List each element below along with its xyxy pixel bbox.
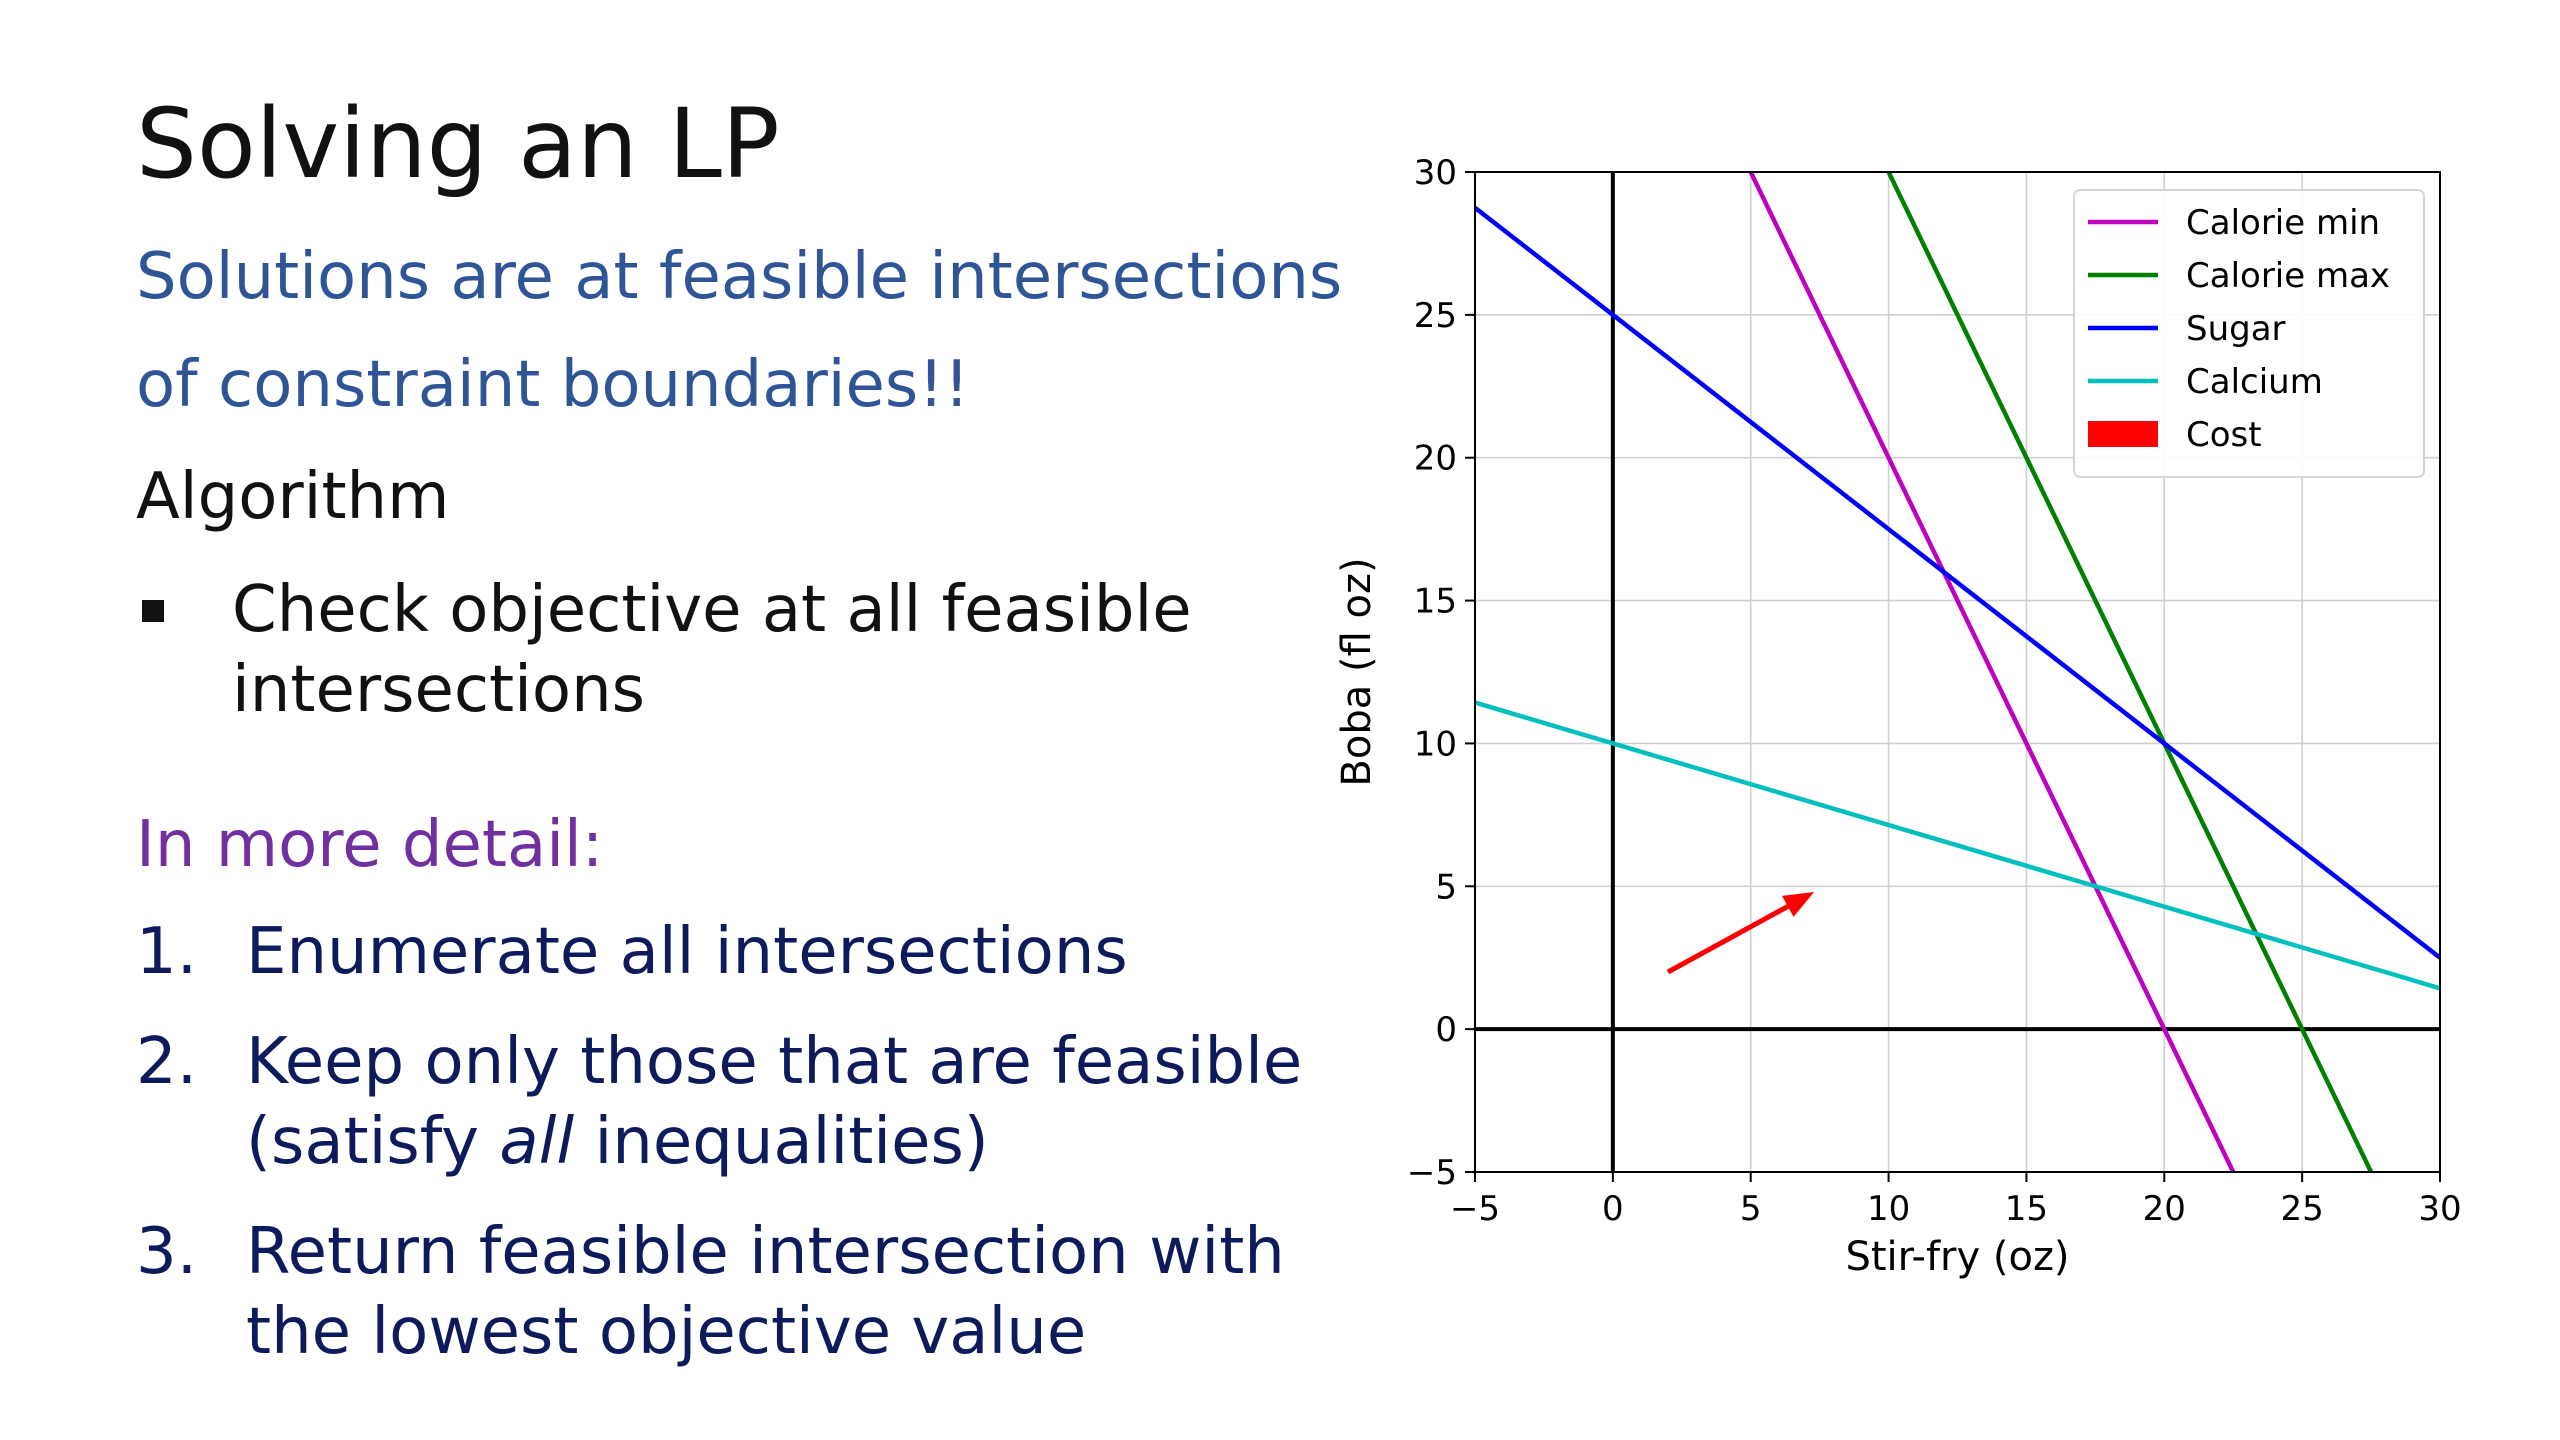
legend-label: Calorie max <box>2186 256 2390 296</box>
subtitle-line-2: of constraint boundaries!! <box>136 348 970 422</box>
y-tick-label: 25 <box>1414 296 1457 336</box>
step-line-2-pre: (satisfy <box>246 1105 500 1179</box>
y-tick-label: 20 <box>1414 439 1457 479</box>
step-line-2: the lowest objective value <box>246 1295 1087 1369</box>
lp-constraint-chart: −5 0 5 10 15 20 25 30 −5 0 5 10 15 20 25 30 Stir-fry (oz… <box>1334 153 2462 1280</box>
step-line-2-emphasis: all <box>499 1105 575 1179</box>
detail-heading: In more detail: <box>136 808 604 882</box>
x-tick-label: 10 <box>1867 1189 1910 1229</box>
bullet-line-2: intersections <box>232 653 645 727</box>
y-tick-label: 10 <box>1414 724 1457 764</box>
x-tick-label: 25 <box>2281 1189 2324 1229</box>
legend-label: Calcium <box>2186 362 2323 402</box>
subtitle-line-1: Solutions are at feasible intersections <box>136 240 1343 314</box>
y-tick-label: 15 <box>1414 582 1457 622</box>
series-line-2 <box>1475 205 2440 960</box>
legend-label: Sugar <box>2186 309 2286 349</box>
cost-arrow-shaft <box>1666 904 1790 975</box>
y-tick-label: 5 <box>1435 867 1457 907</box>
algorithm-heading: Algorithm <box>136 460 450 534</box>
legend-swatch-patch <box>2088 421 2158 447</box>
series-line-1 <box>1886 172 2374 1172</box>
cost-arrow-head <box>1782 892 1815 917</box>
step-text: Return feasible intersection with the lo… <box>246 1212 1326 1372</box>
legend-label: Calorie min <box>2186 203 2380 243</box>
step-line-1: Keep only those that are feasible <box>246 1025 1303 1099</box>
legend-box <box>2073 189 2425 478</box>
step-line-2-post: inequalities) <box>574 1105 989 1179</box>
square-bullet-icon <box>142 600 164 622</box>
bullet-text: Check objective at all feasible intersec… <box>232 570 1192 730</box>
step-number: 3. <box>136 1215 198 1289</box>
plot-frame <box>1474 171 2441 1173</box>
slide-title: Solving an LP <box>136 88 780 200</box>
step-line-2: (satisfy all inequalities) <box>246 1102 1326 1182</box>
series-line-3 <box>1475 700 2440 991</box>
x-tick-label: 30 <box>2418 1189 2461 1229</box>
x-tick-label: 20 <box>2143 1189 2186 1229</box>
x-tick-label: −5 <box>1450 1189 1500 1229</box>
x-tick-label: 0 <box>1602 1189 1624 1229</box>
step-line-1: Return feasible intersection with <box>246 1215 1285 1289</box>
step-number: 1. <box>136 915 198 989</box>
step-number: 2. <box>136 1025 198 1099</box>
y-tick-label: −5 <box>1407 1153 1457 1193</box>
bullet-line-1: Check objective at all feasible <box>232 573 1192 647</box>
x-tick-label: 5 <box>1740 1189 1762 1229</box>
y-tick-label: 0 <box>1435 1010 1457 1050</box>
step-text: Keep only those that are feasible (satis… <box>246 1022 1326 1182</box>
step-text: Enumerate all intersections <box>246 915 1128 989</box>
y-axis-label: Boba (fl oz) <box>1334 557 1380 786</box>
series-line-0 <box>1748 172 2236 1172</box>
legend-label: Cost <box>2186 415 2262 455</box>
x-tick-label: 15 <box>2005 1189 2048 1229</box>
x-axis-label: Stir-fry (oz) <box>1845 1234 2069 1280</box>
y-tick-label: 30 <box>1414 153 1457 193</box>
